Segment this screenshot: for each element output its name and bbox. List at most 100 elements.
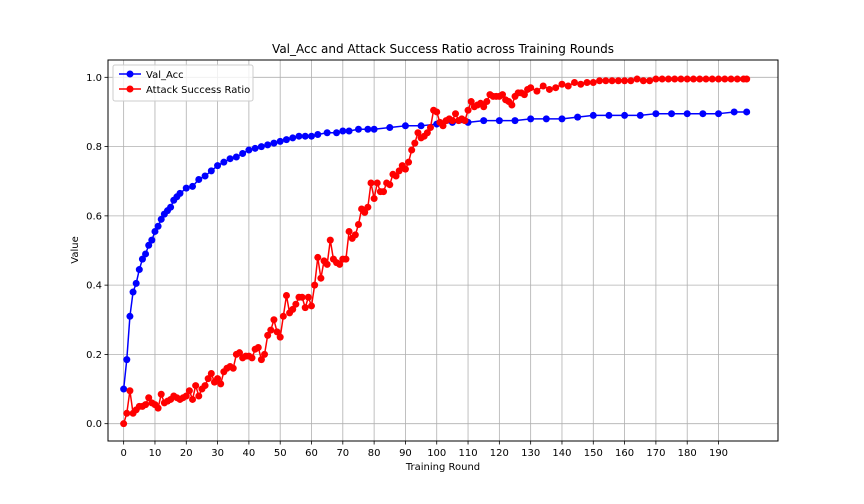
data-point-attack-success-ratio <box>423 129 431 137</box>
data-point-attack-success-ratio <box>311 281 319 289</box>
data-point-attack-success-ratio <box>126 387 134 395</box>
data-point-attack-success-ratio <box>370 195 378 203</box>
data-point-attack-success-ratio <box>633 75 641 83</box>
data-point-val-acc <box>182 184 190 192</box>
data-point-attack-success-ratio <box>195 392 203 400</box>
data-point-attack-success-ratio <box>483 98 491 106</box>
x-tick-label: 150 <box>584 448 603 459</box>
data-point-val-acc <box>364 125 372 133</box>
data-point-val-acc <box>245 146 253 154</box>
data-point-attack-success-ratio <box>154 404 162 412</box>
data-point-val-acc <box>558 115 566 123</box>
x-tick-label: 10 <box>149 448 162 459</box>
data-point-attack-success-ratio <box>401 165 409 173</box>
data-point-val-acc <box>239 150 247 158</box>
data-point-val-acc <box>126 312 134 320</box>
data-point-attack-success-ratio <box>683 75 691 83</box>
data-point-attack-success-ratio <box>301 304 309 312</box>
data-point-val-acc <box>123 356 131 364</box>
data-point-attack-success-ratio <box>533 87 541 95</box>
legend-marker-val-acc <box>126 70 134 78</box>
data-point-attack-success-ratio <box>373 179 381 187</box>
data-point-attack-success-ratio <box>405 158 413 166</box>
x-tick-label: 30 <box>211 448 224 459</box>
data-point-val-acc <box>511 117 519 125</box>
data-point-attack-success-ratio <box>608 77 616 85</box>
data-point-attack-success-ratio <box>380 188 388 196</box>
data-point-val-acc <box>132 279 140 287</box>
data-point-attack-success-ratio <box>439 122 447 130</box>
data-point-attack-success-ratio <box>583 79 591 87</box>
data-point-attack-success-ratio <box>452 110 460 118</box>
data-point-attack-success-ratio <box>411 139 419 147</box>
y-tick-label: 0.6 <box>86 211 102 222</box>
data-point-attack-success-ratio <box>326 236 334 244</box>
y-tick-label: 0.0 <box>86 419 102 430</box>
data-point-val-acc <box>142 250 150 258</box>
data-point-attack-success-ratio <box>157 390 165 398</box>
data-point-val-acc <box>207 167 215 175</box>
x-tick-label: 110 <box>458 448 477 459</box>
data-point-attack-success-ratio <box>145 394 153 402</box>
x-tick-label: 130 <box>521 448 540 459</box>
data-point-val-acc <box>699 110 707 118</box>
data-point-attack-success-ratio <box>727 75 735 83</box>
data-point-attack-success-ratio <box>395 167 403 175</box>
data-point-attack-success-ratio <box>214 375 222 383</box>
data-point-attack-success-ratio <box>652 75 660 83</box>
data-point-attack-success-ratio <box>461 117 469 125</box>
data-point-val-acc <box>201 172 209 180</box>
data-point-val-acc <box>480 117 488 125</box>
data-point-attack-success-ratio <box>614 77 622 85</box>
data-point-attack-success-ratio <box>677 75 685 83</box>
data-point-attack-success-ratio <box>386 181 394 189</box>
data-point-val-acc <box>151 227 159 235</box>
data-point-attack-success-ratio <box>558 80 566 88</box>
data-point-val-acc <box>232 153 240 161</box>
data-point-attack-success-ratio <box>361 208 369 216</box>
data-point-attack-success-ratio <box>433 108 441 116</box>
data-point-attack-success-ratio <box>545 85 553 93</box>
y-tick-label: 0.8 <box>86 142 102 153</box>
data-point-attack-success-ratio <box>317 274 325 282</box>
data-point-val-acc <box>605 111 613 119</box>
y-axis-label: Value <box>70 236 81 263</box>
data-point-val-acc <box>652 110 660 118</box>
data-point-attack-success-ratio <box>596 77 604 85</box>
data-point-attack-success-ratio <box>336 260 344 268</box>
x-tick-label: 90 <box>399 448 412 459</box>
data-point-attack-success-ratio <box>498 91 506 99</box>
data-point-val-acc <box>270 139 278 147</box>
data-point-attack-success-ratio <box>236 349 243 357</box>
data-point-attack-success-ratio <box>123 409 131 417</box>
data-point-attack-success-ratio <box>261 350 269 358</box>
data-point-attack-success-ratio <box>201 382 209 390</box>
data-point-attack-success-ratio <box>264 331 272 339</box>
series-val-acc <box>120 108 751 393</box>
x-tick-label: 60 <box>305 448 318 459</box>
chart-title: Val_Acc and Attack Success Ratio across … <box>272 42 614 56</box>
data-point-attack-success-ratio <box>229 364 237 372</box>
data-point-val-acc <box>668 110 676 118</box>
data-point-val-acc <box>264 141 272 149</box>
data-point-val-acc <box>323 129 331 137</box>
data-point-val-acc <box>417 122 425 130</box>
data-point-attack-success-ratio <box>448 117 456 125</box>
data-point-val-acc <box>276 137 284 145</box>
x-tick-label: 140 <box>552 448 571 459</box>
x-tick-label: 100 <box>427 448 446 459</box>
x-tick-label: 70 <box>336 448 349 459</box>
data-point-attack-success-ratio <box>257 356 265 364</box>
data-point-attack-success-ratio <box>702 75 710 83</box>
data-point-attack-success-ratio <box>182 392 190 400</box>
data-point-attack-success-ratio <box>254 343 262 351</box>
data-point-val-acc <box>282 136 290 144</box>
data-point-attack-success-ratio <box>304 293 312 301</box>
data-point-attack-success-ratio <box>276 333 284 341</box>
data-point-attack-success-ratio <box>621 77 629 85</box>
data-point-attack-success-ratio <box>571 79 578 87</box>
data-point-attack-success-ratio <box>364 203 372 211</box>
legend-label-attack-success-ratio: Attack Success Ratio <box>146 85 250 96</box>
legend-label-val-acc: Val_Acc <box>146 70 184 81</box>
